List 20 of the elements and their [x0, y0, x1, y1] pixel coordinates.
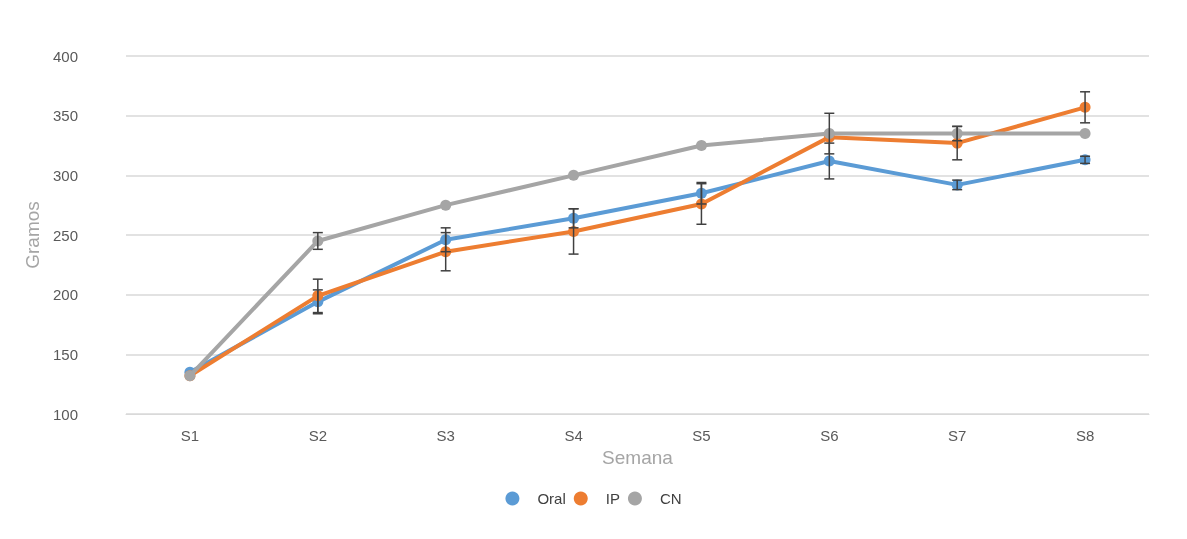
y-tick-label: 300 — [52, 166, 78, 184]
x-axis-title: Semana — [602, 446, 674, 468]
x-tick-label: S4 — [564, 427, 583, 444]
legend-label: Oral — [537, 490, 566, 507]
y-tick-label: 100 — [52, 405, 78, 423]
x-tick-label: S1 — [180, 427, 200, 444]
legend-label: CN — [659, 490, 682, 507]
x-tick-label: S7 — [948, 427, 967, 444]
y-tick-label: 150 — [52, 345, 78, 363]
y-tick-label: 350 — [52, 107, 78, 125]
x-tick-label: S8 — [1075, 427, 1095, 444]
x-tick-label: S5 — [692, 427, 711, 444]
x-tick-label: S2 — [308, 427, 327, 444]
y-tick-label: 250 — [52, 226, 78, 244]
x-tick-label: S3 — [436, 427, 455, 444]
y-tick-label: 200 — [52, 286, 78, 304]
x-tick-label: S6 — [820, 427, 839, 444]
y-axis-title: Gramos — [22, 201, 44, 269]
y-tick-label: 400 — [52, 47, 78, 65]
legend-label: IP — [605, 490, 620, 507]
